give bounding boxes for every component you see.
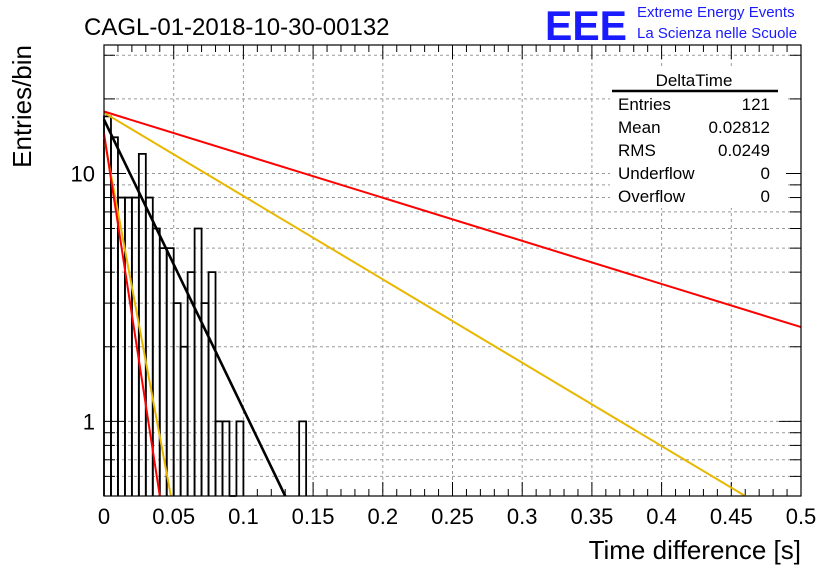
stats-row-value: 0 — [761, 164, 770, 183]
fit-curve — [103, 111, 746, 497]
chart-title: CAGL-01-2018-10-30-00132 — [84, 14, 390, 41]
stats-row-value: 121 — [742, 95, 770, 114]
histogram-bin — [235, 420, 245, 496]
eee-logo: EEE Extreme Energy Events La Scienza nel… — [545, 2, 797, 49]
grid-lines — [104, 45, 801, 496]
x-tick-label: 0.25 — [431, 504, 474, 529]
fit-curve — [103, 137, 172, 497]
x-tick-label: 0.35 — [570, 504, 613, 529]
y-tick-label: 1 — [83, 409, 95, 434]
fit-curves — [102, 110, 802, 497]
logo-mark: EEE — [545, 2, 627, 49]
x-tick-label: 0.05 — [152, 504, 195, 529]
stats-box: DeltaTime Entries 121 Mean 0.02812 RMS 0.0249… — [610, 68, 786, 208]
stats-row-value: 0.02812 — [709, 118, 770, 137]
x-tick-label: 0 — [98, 504, 110, 529]
histogram-bin — [193, 227, 203, 496]
stats-row-label: RMS — [618, 141, 656, 160]
histogram-bin — [298, 420, 308, 496]
x-tick-label: 0.3 — [507, 504, 538, 529]
y-axis-label: Entries/bin — [7, 45, 37, 168]
x-tick-label: 0.5 — [786, 504, 817, 529]
stats-row-value: 0.0249 — [718, 141, 770, 160]
x-axis-label: Time difference [s] — [589, 535, 801, 565]
logo-line-2: La Scienza nelle Scuole — [637, 25, 797, 42]
fit-curve — [103, 133, 161, 497]
stats-row-label: Overflow — [618, 187, 686, 206]
histogram-bin — [172, 302, 182, 496]
stats-row-label: Mean — [618, 118, 661, 137]
x-tick-label: 0.4 — [646, 504, 677, 529]
histogram-bin — [221, 420, 231, 496]
x-tick-label: 0.15 — [292, 504, 335, 529]
fit-curve — [103, 110, 802, 329]
y-tick-label: 10 — [71, 162, 95, 187]
stats-row-label: Entries — [618, 95, 671, 114]
stats-row-value: 0 — [761, 187, 770, 206]
logo-line-1: Extreme Energy Events — [637, 4, 795, 21]
x-tick-label: 0.2 — [368, 504, 399, 529]
stats-title: DeltaTime — [656, 71, 733, 90]
histogram-bin — [165, 247, 175, 496]
x-tick-labels: 0 0.05 0.1 0.15 0.2 0.25 0.3 0.35 0.4 0.45 0.5 — [98, 504, 816, 529]
histogram-bin — [207, 271, 217, 496]
plot-frame — [103, 44, 802, 497]
histogram-bars — [103, 115, 308, 497]
y-tick-labels: 1 10 — [71, 162, 95, 435]
stats-row-label: Underflow — [618, 164, 695, 183]
stats-rows: Entries 121 Mean 0.02812 RMS 0.0249 Underflow 0… — [618, 95, 770, 206]
x-tick-label: 0.45 — [710, 504, 753, 529]
x-tick-label: 0.1 — [228, 504, 259, 529]
fit-curve — [102, 119, 287, 497]
